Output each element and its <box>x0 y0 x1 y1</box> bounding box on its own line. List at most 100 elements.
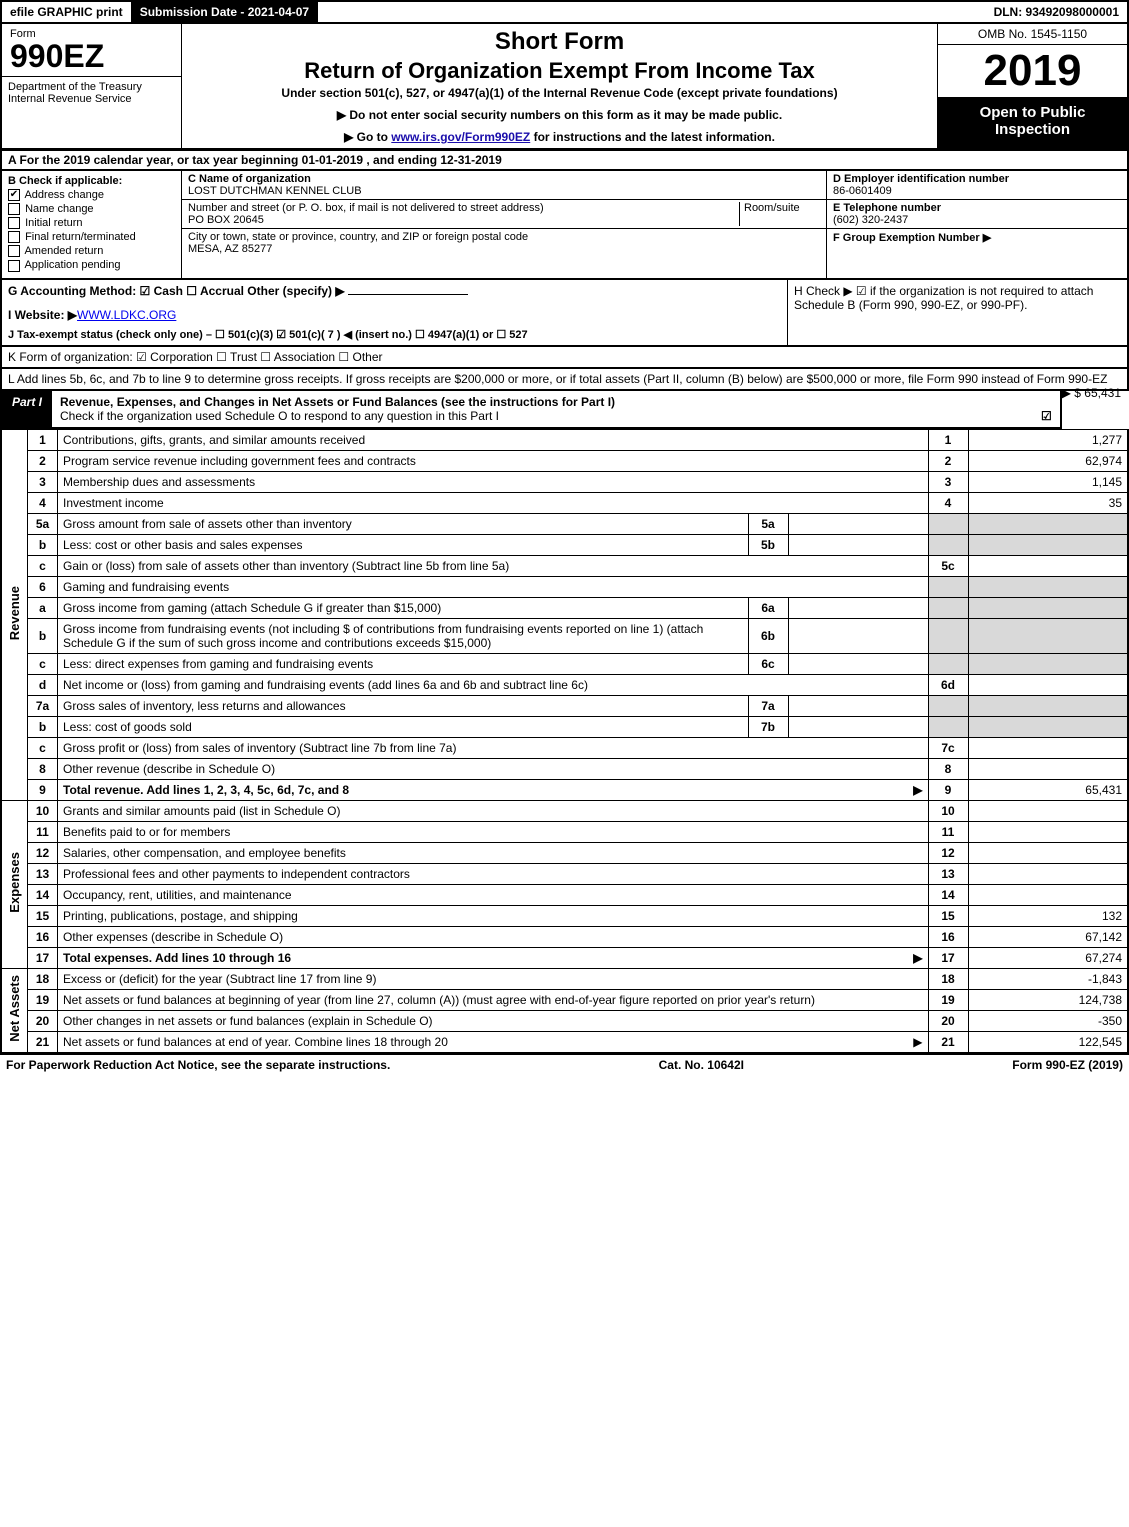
schedule-row: 9Total revenue. Add lines 1, 2, 3, 4, 5c… <box>1 779 1128 800</box>
phone-label: E Telephone number <box>833 202 941 214</box>
line-number: c <box>28 653 58 674</box>
section-label-rev: Revenue <box>1 429 28 800</box>
cb-amended-return[interactable]: Amended return <box>8 245 175 257</box>
line-amount: 1,145 <box>968 471 1128 492</box>
line-desc: Gaming and fundraising events <box>58 576 929 597</box>
efile-print-button[interactable]: efile GRAPHIC print <box>2 2 132 22</box>
open-public-inspection: Open to Public Inspection <box>938 98 1127 148</box>
cb-name-change[interactable]: Name change <box>8 203 175 215</box>
line-amount <box>968 821 1128 842</box>
line-amount: 1,277 <box>968 429 1128 450</box>
line-amount <box>968 758 1128 779</box>
line-amount: 67,142 <box>968 926 1128 947</box>
line-number: 9 <box>28 779 58 800</box>
group-exemption-label: F Group Exemption Number ▶ <box>833 232 991 244</box>
notice2-post: for instructions and the latest informat… <box>530 130 775 144</box>
omb-number: OMB No. 1545-1150 <box>938 24 1127 45</box>
line-num: 2 <box>928 450 968 471</box>
col-de-ids: D Employer identification number 86-0601… <box>827 171 1127 278</box>
line-number: 8 <box>28 758 58 779</box>
line-num: 6d <box>928 674 968 695</box>
subline-value <box>788 653 928 674</box>
cb-final-return[interactable]: Final return/terminated <box>8 231 175 243</box>
line-num: 14 <box>928 884 968 905</box>
schedule-row: dNet income or (loss) from gaming and fu… <box>1 674 1128 695</box>
line-num: 9 <box>928 779 968 800</box>
line-num: 10 <box>928 800 968 821</box>
line-amount <box>968 555 1128 576</box>
line-desc: Investment income <box>58 492 929 513</box>
city-label: City or town, state or province, country… <box>188 231 528 243</box>
line-number: 21 <box>28 1031 58 1053</box>
line-num <box>928 534 968 555</box>
subline-value <box>788 534 928 555</box>
website-notice: ▶ Go to www.irs.gov/Form990EZ for instru… <box>190 130 929 144</box>
schedule-row: 19Net assets or fund balances at beginni… <box>1 989 1128 1010</box>
schedule-row: cGain or (loss) from sale of assets othe… <box>1 555 1128 576</box>
part-i-title: Revenue, Expenses, and Changes in Net As… <box>52 391 1060 427</box>
return-title: Return of Organization Exempt From Incom… <box>190 58 929 84</box>
line-amount <box>968 534 1128 555</box>
line-desc: Gross sales of inventory, less returns a… <box>58 695 749 716</box>
line-num: 13 <box>928 863 968 884</box>
subline-label: 7b <box>748 716 788 737</box>
part-i-tab: Part I <box>2 391 52 427</box>
line-desc: Gross profit or (loss) from sales of inv… <box>58 737 929 758</box>
line-amount: 65,431 <box>968 779 1128 800</box>
cb-address-change[interactable]: ✔ Address change <box>8 189 175 201</box>
line-desc: Gross income from fundraising events (no… <box>58 618 749 653</box>
line-amount <box>968 863 1128 884</box>
line-desc: Grants and similar amounts paid (list in… <box>58 800 929 821</box>
schedule-row: Revenue1Contributions, gifts, grants, an… <box>1 429 1128 450</box>
website-link[interactable]: WWW.LDKC.ORG <box>77 308 176 322</box>
line-number: b <box>28 716 58 737</box>
line-num <box>928 618 968 653</box>
line-desc: Less: cost or other basis and sales expe… <box>58 534 749 555</box>
line-desc: Less: direct expenses from gaming and fu… <box>58 653 749 674</box>
schedule-row: 7aGross sales of inventory, less returns… <box>1 695 1128 716</box>
line-l-text: L Add lines 5b, 6c, and 7b to line 9 to … <box>8 372 1107 386</box>
schedule-row: 6Gaming and fundraising events <box>1 576 1128 597</box>
line-desc: Excess or (deficit) for the year (Subtra… <box>58 968 929 989</box>
cb-initial-return[interactable]: Initial return <box>8 217 175 229</box>
org-name: LOST DUTCHMAN KENNEL CLUB <box>188 185 362 197</box>
arrow-icon: ▶ <box>913 1035 922 1049</box>
line-desc: Total revenue. Add lines 1, 2, 3, 4, 5c,… <box>58 779 929 800</box>
line-amount <box>968 653 1128 674</box>
line-amount: 122,545 <box>968 1031 1128 1053</box>
line-number: b <box>28 534 58 555</box>
line-num: 18 <box>928 968 968 989</box>
schedule-row: 4Investment income435 <box>1 492 1128 513</box>
cb-application-pending[interactable]: Application pending <box>8 259 175 271</box>
schedule-row: 20Other changes in net assets or fund ba… <box>1 1010 1128 1031</box>
schedule-row: 16Other expenses (describe in Schedule O… <box>1 926 1128 947</box>
line-num: 4 <box>928 492 968 513</box>
line-desc: Gain or (loss) from sale of assets other… <box>58 555 929 576</box>
irs-link[interactable]: www.irs.gov/Form990EZ <box>391 130 530 144</box>
line-number: 15 <box>28 905 58 926</box>
line-desc: Other expenses (describe in Schedule O) <box>58 926 929 947</box>
schedule-row: 11Benefits paid to or for members11 <box>1 821 1128 842</box>
header-right: OMB No. 1545-1150 2019 Open to Public In… <box>937 24 1127 148</box>
line-amount <box>968 800 1128 821</box>
street-value: PO BOX 20645 <box>188 214 264 226</box>
gih-block: G Accounting Method: ☑ Cash ☐ Accrual Ot… <box>0 280 1129 347</box>
schedule-row: 21Net assets or fund balances at end of … <box>1 1031 1128 1053</box>
line-amount <box>968 884 1128 905</box>
line-amount: 124,738 <box>968 989 1128 1010</box>
line-num: 16 <box>928 926 968 947</box>
schedule-table: Revenue1Contributions, gifts, grants, an… <box>0 429 1129 1054</box>
org-name-label: C Name of organization <box>188 173 311 185</box>
ein-label: D Employer identification number <box>833 173 1009 185</box>
schedule-row: 14Occupancy, rent, utilities, and mainte… <box>1 884 1128 905</box>
line-number: 16 <box>28 926 58 947</box>
schedule-row: 13Professional fees and other payments t… <box>1 863 1128 884</box>
schedule-row: 17Total expenses. Add lines 10 through 1… <box>1 947 1128 968</box>
line-num <box>928 695 968 716</box>
line-desc: Professional fees and other payments to … <box>58 863 929 884</box>
line-number: 3 <box>28 471 58 492</box>
line-number: c <box>28 555 58 576</box>
line-number: 13 <box>28 863 58 884</box>
part-i-check-text: Check if the organization used Schedule … <box>60 409 499 423</box>
line-l: L Add lines 5b, 6c, and 7b to line 9 to … <box>0 369 1129 391</box>
